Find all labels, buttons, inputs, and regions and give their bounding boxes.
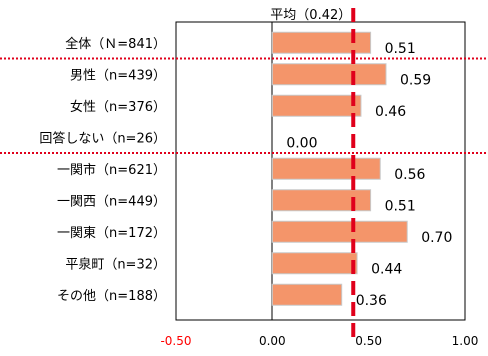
group-separators <box>0 57 488 154</box>
value-label-background <box>390 161 433 183</box>
bar <box>271 220 408 243</box>
value-label: 0.70 <box>421 230 452 246</box>
category-label: 一関東（n=172） <box>57 225 166 241</box>
bar <box>271 189 372 212</box>
value-label: 0.56 <box>394 167 425 183</box>
bar <box>271 252 358 275</box>
x-tick-label: 0.00 <box>259 334 286 348</box>
value-label: 0.51 <box>385 198 416 214</box>
x-axis-tick-labels: -0.50 0.00 0.50 1.00 <box>160 334 478 348</box>
x-tick-label: 1.00 <box>452 334 479 348</box>
value-label: 0.51 <box>385 41 416 57</box>
value-label-background <box>367 256 410 278</box>
plot-frame <box>175 21 466 321</box>
category-label: 一関西（n=449） <box>57 194 166 209</box>
value-label: 0.36 <box>356 293 387 309</box>
category-label: 女性（n=376） <box>70 99 166 115</box>
bar <box>271 63 387 86</box>
value-label-background <box>380 35 423 57</box>
category-label: 平泉町（n=32） <box>65 256 166 272</box>
bar <box>271 94 362 117</box>
category-label: その他（n=188） <box>57 289 166 304</box>
value-label: 0.59 <box>400 72 431 88</box>
bar <box>271 283 343 306</box>
average-label: 平均（0.42） <box>270 8 351 23</box>
average-marker: 平均（0.42） <box>270 8 356 340</box>
bar <box>271 157 381 180</box>
value-label-background <box>370 98 414 120</box>
value-label: 0.00 <box>286 135 317 151</box>
value-label: 0.46 <box>375 104 406 120</box>
value-label-background <box>351 287 395 309</box>
bar <box>271 31 372 54</box>
category-label: 一関市（n=621） <box>57 162 166 178</box>
value-label-background <box>282 130 325 152</box>
value-label: 0.44 <box>371 261 402 277</box>
category-label: 男性（n=439） <box>70 68 166 83</box>
category-labels: 全体（Ｎ=841） 男性（n=439） 女性（n=376） 回答しない（n=26） 一関… <box>39 36 166 304</box>
x-tick-label: 0.50 <box>355 334 382 348</box>
value-label-background <box>396 67 439 89</box>
bars-layer: 0.51 0.59 0.46 0.00 0.56 0.51 0.70 0.44 0.36 <box>271 31 460 309</box>
category-label: 回答しない（n=26） <box>39 130 166 146</box>
x-tick-label: -0.50 <box>160 334 191 348</box>
category-label: 全体（Ｎ=841） <box>65 36 166 52</box>
value-label-background <box>417 224 460 246</box>
value-label-background <box>380 193 423 215</box>
